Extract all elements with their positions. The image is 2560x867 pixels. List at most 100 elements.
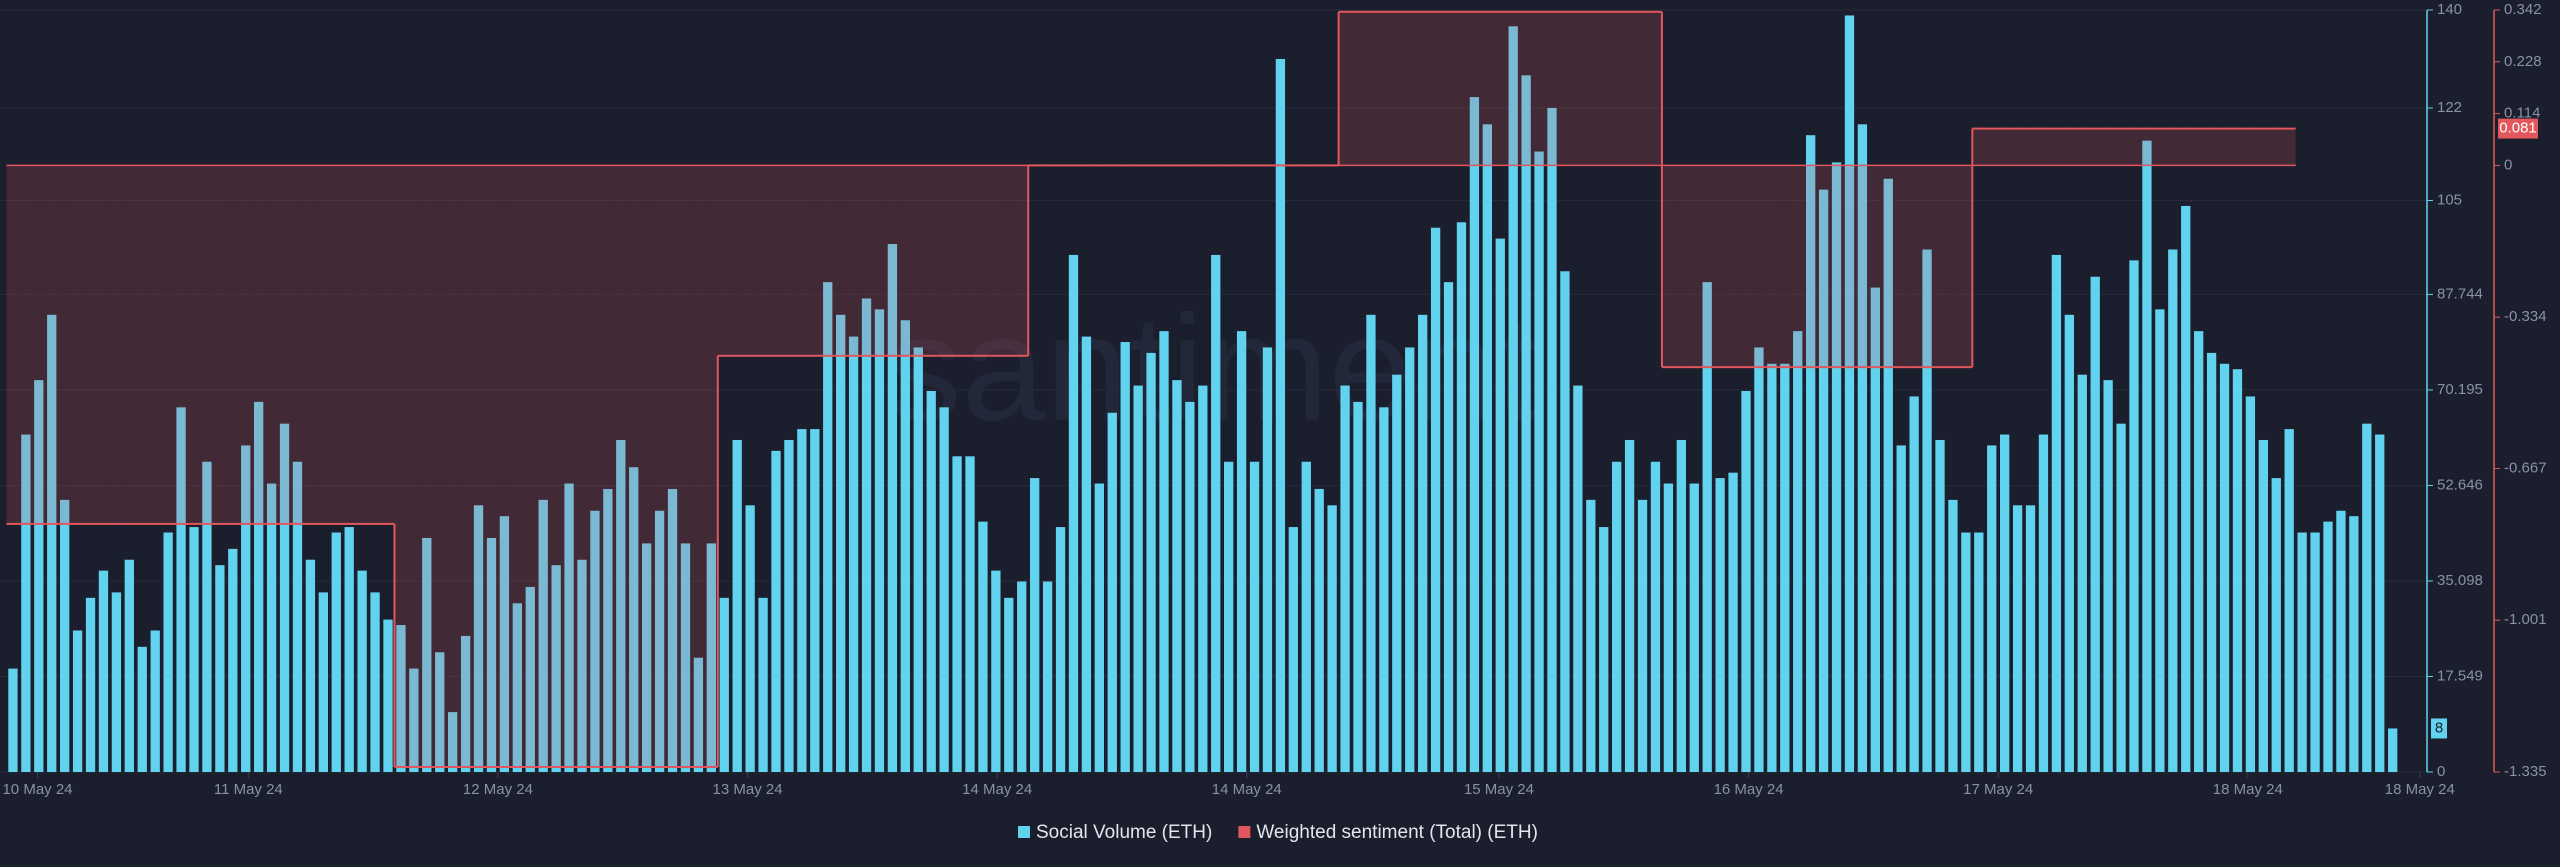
sentiment-area (446, 165, 460, 768)
sentiment-area (1558, 11, 1572, 166)
bar (1004, 597, 1014, 772)
bar (357, 570, 367, 772)
sentiment-area (989, 165, 1003, 356)
y2-tick-label: 0.342 (2504, 1, 2542, 18)
sentiment-area (1998, 128, 2012, 166)
sentiment-area (1623, 11, 1637, 166)
bar (823, 282, 833, 772)
bar (1974, 532, 1984, 772)
bar (2245, 396, 2256, 772)
sentiment-area (1506, 11, 1520, 166)
bar (1689, 483, 1699, 772)
bar (163, 532, 173, 772)
sentiment-area (1713, 165, 1727, 368)
y-tick-label: 70.195 (2437, 381, 2483, 398)
sentiment-area (2166, 128, 2180, 166)
bar (473, 505, 484, 772)
bar (2258, 439, 2268, 772)
sentiment-area (2192, 128, 2206, 166)
sentiment-area (898, 165, 912, 356)
bar (926, 391, 936, 772)
bar (1922, 249, 1932, 772)
bar (1159, 331, 1169, 772)
bar (758, 597, 768, 772)
sentiment-area (536, 165, 550, 768)
sentiment-area (109, 165, 123, 524)
sentiment-area (1377, 11, 1391, 166)
sentiment-area (1804, 165, 1818, 368)
sentiment-area (291, 165, 304, 524)
sentiment-area (1597, 11, 1611, 166)
sentiment-area (1493, 11, 1507, 166)
sentiment-area (1933, 165, 1947, 368)
sentiment-area (691, 165, 705, 768)
bar (1883, 178, 1893, 772)
bar (2336, 510, 2346, 772)
bar (978, 521, 988, 772)
bar (344, 527, 354, 772)
bar (551, 565, 561, 772)
bar (2129, 260, 2139, 772)
bar (241, 445, 251, 772)
bar (1935, 439, 1945, 772)
bar (2194, 331, 2204, 772)
bar (1327, 505, 1337, 772)
bar (1405, 347, 1415, 772)
bar (1469, 97, 1480, 773)
bar (435, 652, 445, 772)
sentiment-area (717, 165, 731, 356)
bar (202, 461, 212, 772)
bar (1831, 162, 1842, 772)
bar (1818, 189, 1829, 773)
sentiment-line (6, 10, 2296, 769)
bar (577, 559, 587, 772)
sentiment-area (769, 165, 783, 356)
bar (2155, 309, 2165, 772)
bar (525, 586, 535, 772)
sentiment-area (265, 165, 279, 524)
bar (150, 630, 160, 772)
x-tick-label: 17 May 24 (1963, 781, 2033, 798)
bar (719, 597, 729, 772)
bar (292, 461, 303, 772)
sentiment-area (1855, 165, 1869, 368)
y2-tick-label: 0.114 (2504, 105, 2540, 122)
sentiment-area (924, 165, 938, 356)
legend-label: Social Volume (ETH) (1036, 822, 1212, 843)
sentiment-area (148, 165, 162, 524)
bar (900, 320, 910, 772)
sentiment-area (2153, 128, 2167, 166)
x-tick-label: 14 May 24 (962, 781, 1032, 798)
bars (8, 15, 2398, 773)
bar (1676, 439, 1686, 772)
sentiment-area (614, 165, 628, 768)
sentiment-area (2088, 128, 2102, 166)
bar (2038, 434, 2049, 772)
sentiment-area (1661, 165, 1675, 368)
bar (2012, 505, 2023, 772)
x-tick-label: 13 May 24 (713, 781, 783, 798)
sentiment-area (1351, 11, 1365, 166)
sentiment-area (2011, 128, 2025, 166)
bar (2323, 521, 2333, 772)
bar (1482, 124, 1492, 773)
y-tick-label: 17.549 (2437, 667, 2483, 684)
sentiment-area (1920, 165, 1934, 368)
bar (1042, 581, 1053, 772)
sentiment-area (1946, 165, 1960, 368)
sentiment-area (1571, 11, 1585, 166)
y2-tick-label: 0 (2504, 156, 2512, 173)
sentiment-area (860, 165, 873, 356)
bar (693, 657, 704, 772)
bar (1392, 374, 1402, 772)
bar (1430, 227, 1441, 772)
bar (1844, 15, 1855, 772)
bar (667, 488, 678, 772)
bar (2025, 505, 2036, 772)
sentiment-area (1002, 165, 1016, 356)
bar (1806, 135, 1816, 772)
bar (8, 668, 18, 772)
sentiment-area (756, 165, 770, 356)
bar (98, 570, 109, 772)
bar (2349, 516, 2359, 772)
